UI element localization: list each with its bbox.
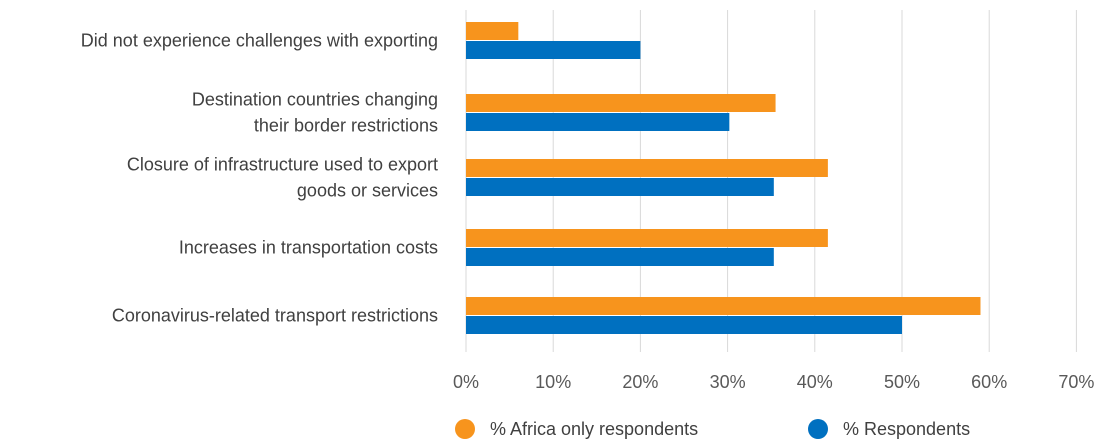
x-tick-label-5: 50% [884,372,920,392]
category-label-2-1: goods or services [297,181,438,201]
legend-label-0: % Africa only respondents [490,419,698,439]
bar-africa-2 [466,159,828,177]
bar-respondents-1 [466,113,730,131]
bar-africa-1 [466,94,776,112]
x-axis-ticks: 0% 10% 20% 30% 40% 50% 60% 70% [453,372,1094,392]
bar-africa-3 [466,229,828,247]
legend-marker-1 [808,419,828,439]
legend-label-1: % Respondents [843,419,970,439]
legend-marker-0 [455,419,475,439]
bar-respondents-2 [466,178,774,196]
x-tick-label-7: 70% [1058,372,1094,392]
category-labels: Did not experience challenges with expor… [81,31,438,326]
x-tick-label-3: 30% [710,372,746,392]
legend: % Africa only respondents % Respondents [455,419,970,439]
bar-africa-4 [466,297,981,315]
x-tick-label-0: 0% [453,372,479,392]
x-tick-label-2: 20% [622,372,658,392]
x-tick-label-6: 60% [971,372,1007,392]
bar-africa-0 [466,22,519,40]
x-tick-label-1: 10% [535,372,571,392]
category-label-4-0: Coronavirus-related transport restrictio… [112,306,438,326]
category-label-1-1: their border restrictions [254,116,438,136]
category-label-0-0: Did not experience challenges with expor… [81,31,438,51]
bar-respondents-3 [466,248,774,266]
category-label-2-0: Closure of infrastructure used to export [127,155,438,175]
category-label-3-0: Increases in transportation costs [179,238,438,258]
bar-respondents-0 [466,41,641,59]
x-tick-label-4: 40% [797,372,833,392]
bar-respondents-4 [466,316,902,334]
bar-layer [466,22,981,334]
category-label-1-0: Destination countries changing [192,90,438,110]
